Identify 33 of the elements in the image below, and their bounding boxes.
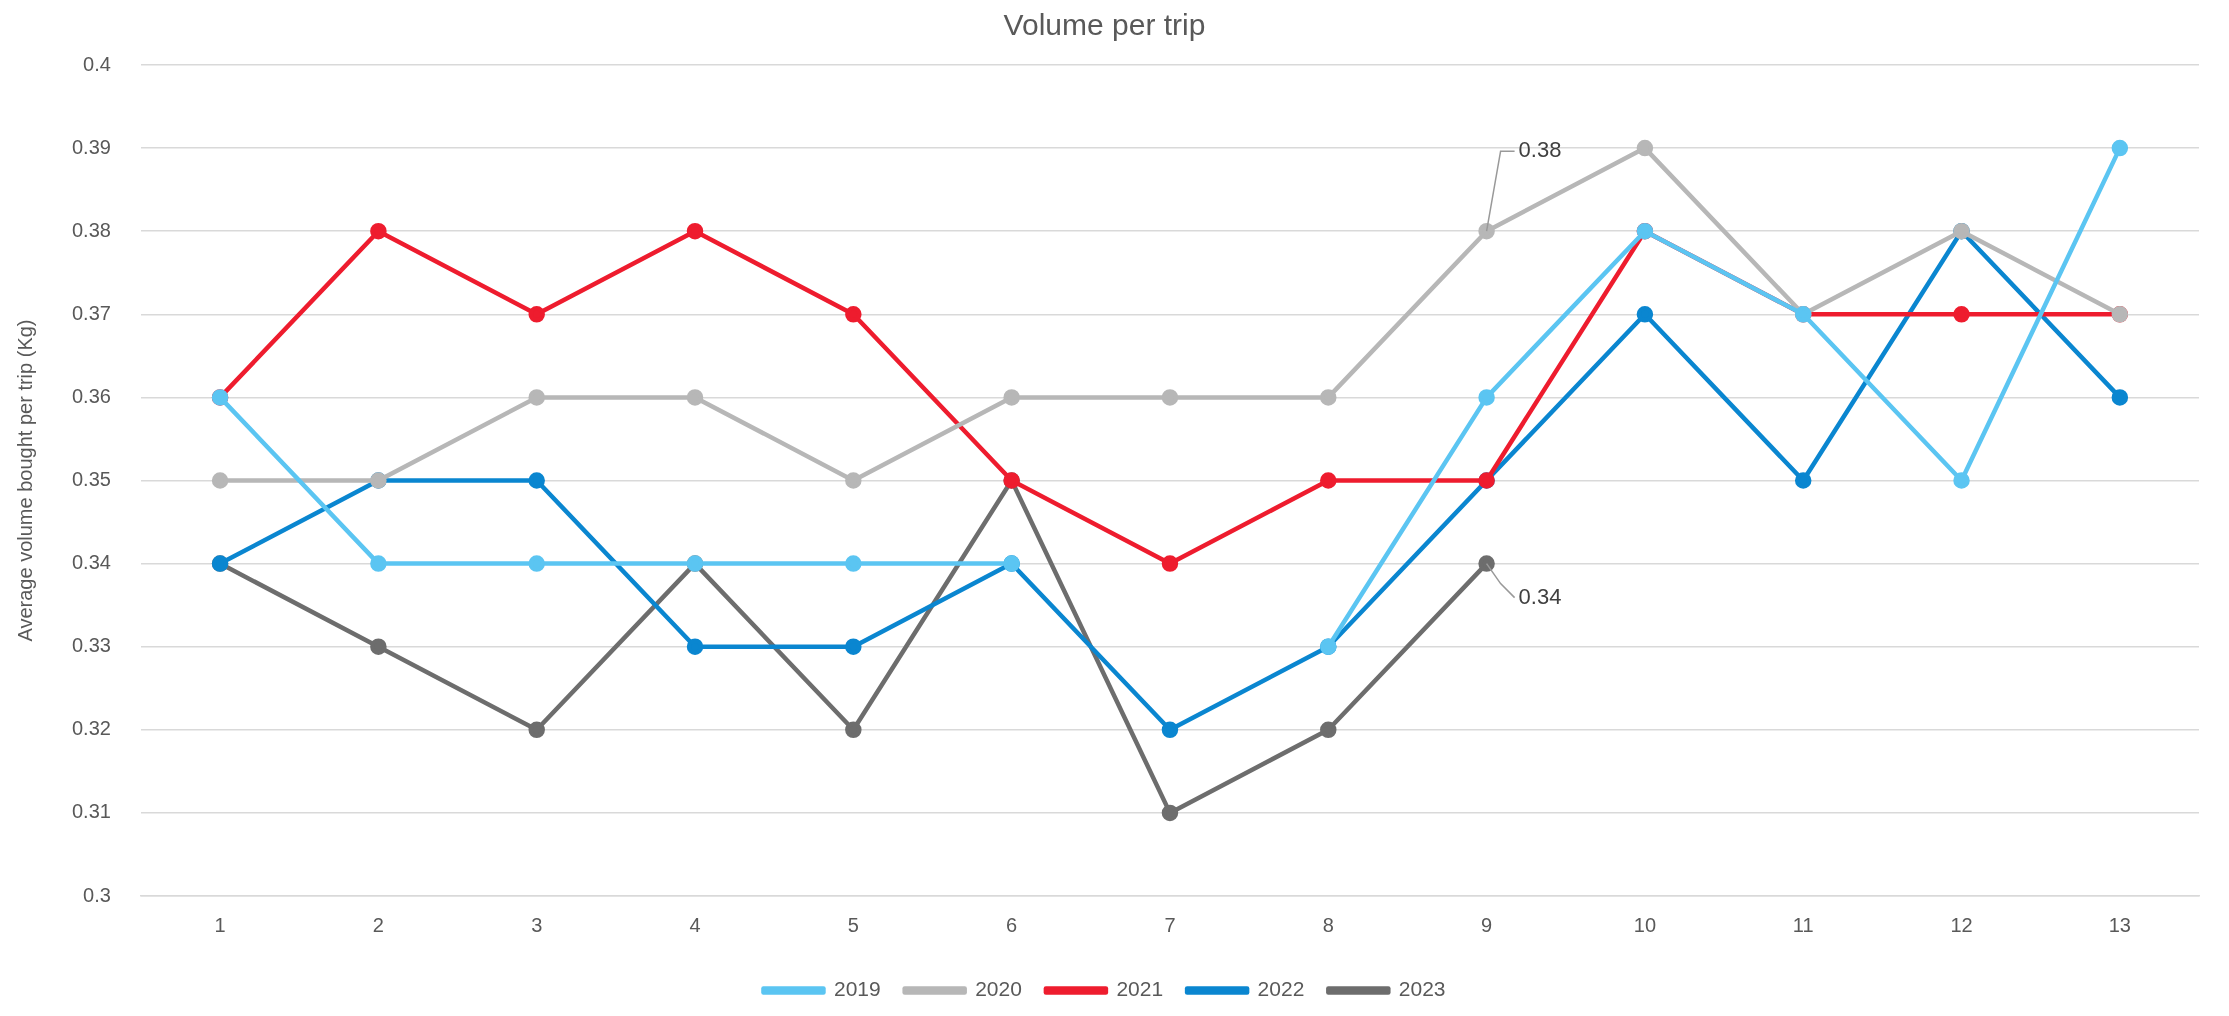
x-tick-label: 2 [372, 913, 384, 936]
x-tick-label: 13 [2108, 913, 2131, 936]
y-tick-label: 0.36 [71, 384, 111, 407]
y-axis-title: Average volume bought per trip (Kg) [13, 319, 36, 642]
legend-label: 2019 [833, 977, 881, 1001]
x-tick-label: 10 [1633, 913, 1657, 936]
y-tick-label: 0.38 [71, 218, 111, 241]
legend-label: 2023 [1398, 977, 1446, 1001]
legend-label: 2020 [975, 977, 1022, 1001]
x-tick-label: 7 [1164, 913, 1176, 936]
y-tick-label: 0.39 [71, 135, 111, 158]
y-tick-label: 0.37 [71, 301, 111, 324]
x-tick-label: 9 [1481, 913, 1493, 936]
annotation: 0.38 [1518, 137, 1562, 163]
x-tick-label: 8 [1322, 913, 1334, 936]
y-tick-label: 0.31 [71, 800, 111, 823]
y-tick-label: 0.4 [83, 52, 111, 75]
y-tick-label: 0.35 [71, 468, 111, 491]
annotation: 0.34 [1518, 583, 1562, 609]
y-tick-label: 0.33 [71, 634, 111, 657]
legend-label: 2022 [1257, 977, 1305, 1001]
x-tick-label: 4 [689, 913, 701, 936]
y-tick-label: 0.34 [71, 551, 111, 574]
y-tick-label: 0.3 [83, 883, 111, 906]
x-tick-label: 11 [1792, 913, 1814, 936]
x-tick-label: 5 [847, 913, 859, 936]
chart-title: Volume per trip [1003, 8, 1206, 42]
x-tick-label: 12 [1950, 913, 1973, 936]
legend-label: 2021 [1116, 977, 1164, 1001]
x-tick-label: 3 [531, 913, 543, 936]
x-tick-label: 1 [214, 913, 226, 936]
y-tick-label: 0.32 [71, 717, 111, 740]
x-tick-label: 6 [1006, 913, 1018, 936]
